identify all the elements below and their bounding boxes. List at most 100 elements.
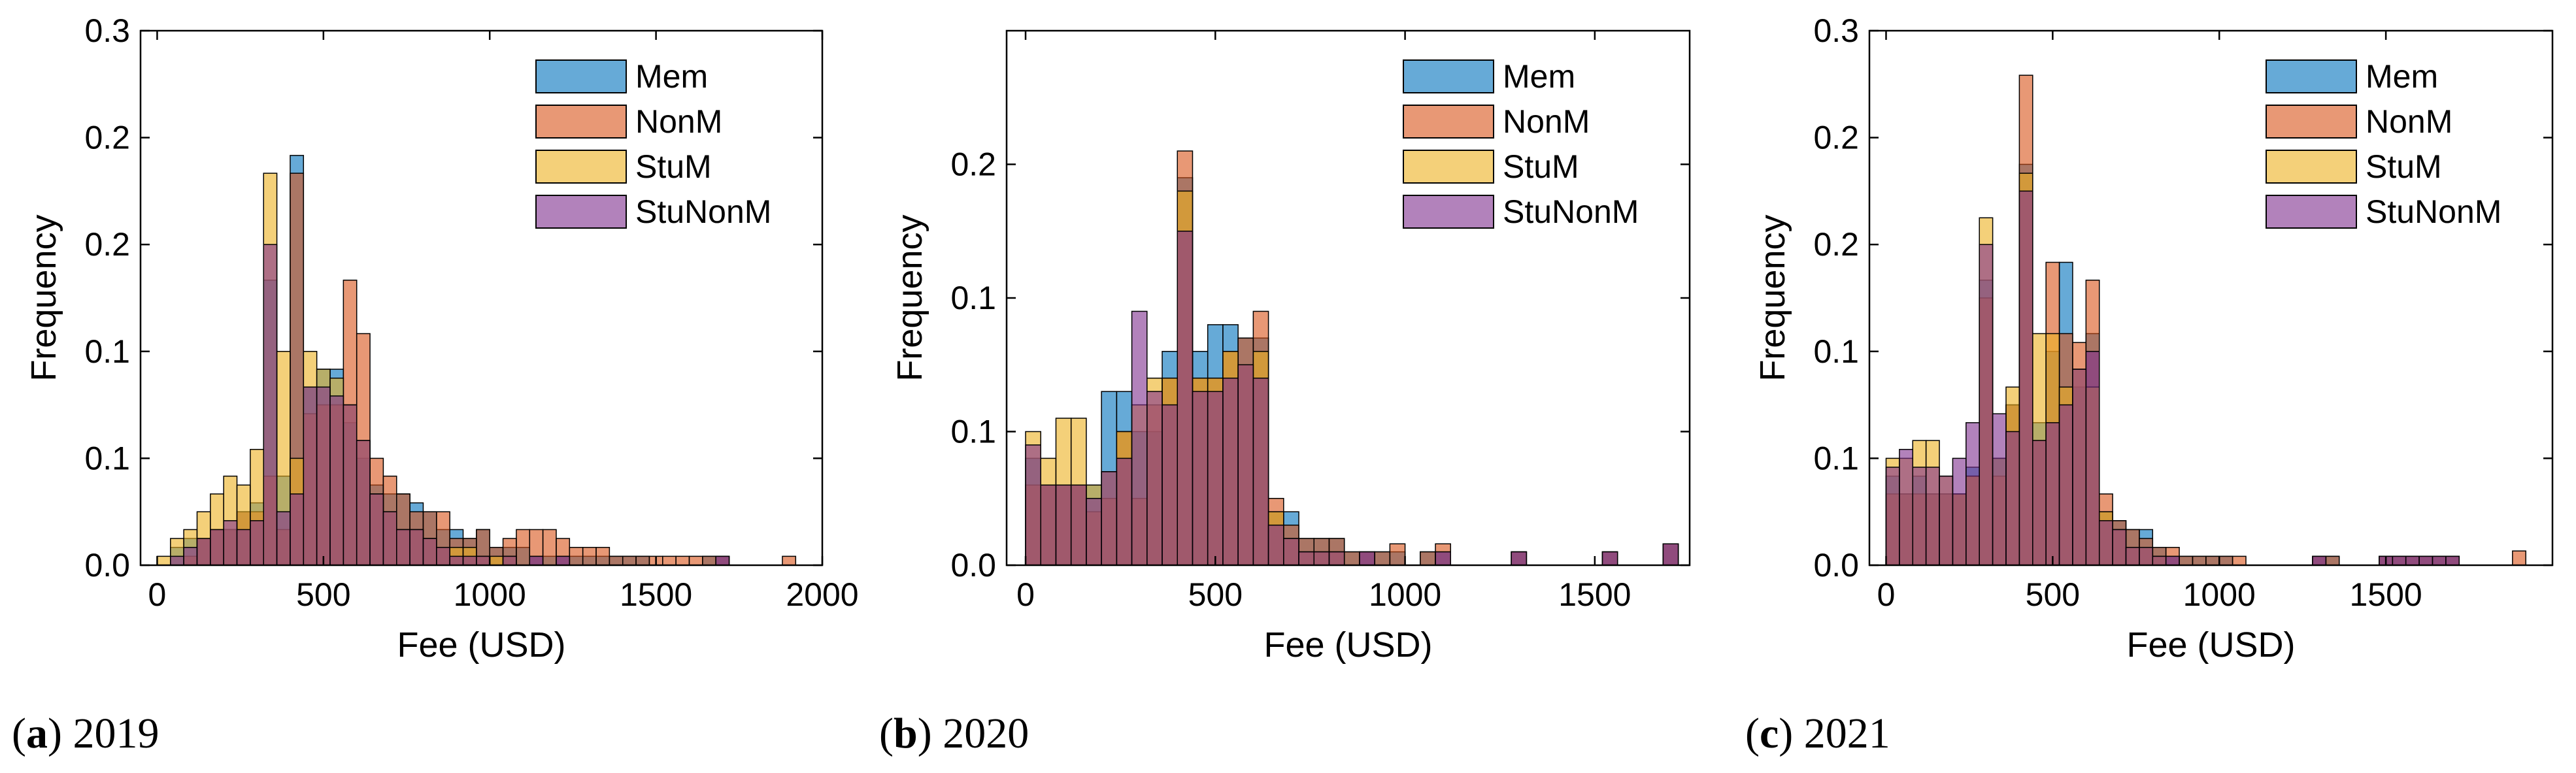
bar-nonm-30 — [582, 546, 597, 566]
legend-label-stum: StuM — [635, 148, 712, 185]
bar-stunonm-15 — [1252, 377, 1269, 566]
x-tick-label-1: 500 — [296, 576, 350, 613]
legend-label-stum: StuM — [1503, 148, 1579, 185]
bar-nonm-33 — [622, 555, 637, 566]
x-tick-label-2: 1000 — [2183, 576, 2256, 613]
caption-b-label: b — [893, 710, 918, 757]
bar-stunonm-5 — [1101, 471, 1118, 566]
x-tick-label-2: 1000 — [1369, 576, 1441, 613]
x-tick-label-0: 0 — [1016, 576, 1035, 613]
bar-stunonm-7 — [263, 244, 278, 566]
bar-nonm-35 — [2512, 550, 2526, 566]
bar-stunonm-11 — [1192, 391, 1209, 566]
y-tick-label-0: 0.0 — [950, 547, 996, 584]
legend-swatch-stum — [535, 150, 627, 184]
bar-stunonm-4 — [1939, 475, 1954, 566]
bar-stunonm-4 — [223, 520, 238, 566]
legend: Mem NonM StuM StuNonM — [2266, 58, 2501, 230]
x-axis-label: Fee (USD) — [397, 625, 565, 665]
legend-swatch-mem — [2266, 59, 2357, 93]
bar-stunonm-14 — [356, 440, 371, 566]
bar-stunonm-16 — [382, 511, 397, 566]
bar-stunonm-9 — [1162, 404, 1179, 566]
bar-nonm-36 — [662, 555, 677, 566]
legend-label-mem: Mem — [1503, 58, 1575, 95]
bar-stunonm-21 — [1359, 551, 1375, 566]
y-tick-label-5: 0.3 — [1813, 12, 1859, 49]
legend-swatch-nonm — [535, 105, 627, 139]
chart-panel-b: 0 500 1000 1500 0.0 0.1 0.1 0.2 Fee (USD) Frequen… — [890, 29, 1691, 665]
bar-stunonm-18 — [409, 529, 424, 566]
y-tick-label-3: 0.2 — [950, 146, 996, 183]
bar-stunonm-6 — [1116, 457, 1133, 566]
bars-group — [1885, 74, 2526, 566]
x-tick-label-3: 1500 — [620, 576, 692, 613]
bar-stunonm-0 — [1885, 467, 1900, 566]
bar-stunonm-0 — [1025, 444, 1042, 566]
bar-stunonm-24 — [502, 555, 517, 566]
bar-stunonm-2 — [1055, 484, 1072, 566]
axes-box — [139, 29, 824, 567]
y-tick-label-4: 0.2 — [84, 120, 130, 156]
bar-nonm-37 — [675, 555, 690, 566]
bar-stunonm-23 — [1511, 551, 1528, 566]
bar-stunonm-14 — [1237, 364, 1254, 566]
y-tick-label-3: 0.2 — [84, 226, 130, 263]
y-tick-label-1: 0.1 — [950, 414, 996, 450]
bar-stunonm-12 — [329, 395, 344, 566]
legend: Mem NonM StuM StuNonM — [1403, 58, 1639, 230]
x-tick-label-0: 0 — [1877, 576, 1896, 613]
bar-stunonm-16 — [2098, 520, 2113, 566]
y-axis-label: Frequency — [1753, 214, 1792, 381]
bar-stunonm-17 — [1283, 538, 1299, 566]
bar-stunonm-15 — [2085, 351, 2100, 566]
bar-stunonm-1 — [183, 546, 198, 566]
caption-a-text: 2019 — [73, 710, 159, 757]
bar-stunonm-14 — [2072, 369, 2087, 566]
bar-stum-0 — [156, 555, 171, 566]
bar-nonm-22 — [2179, 555, 2194, 566]
bar-nonm-34 — [635, 555, 650, 566]
bar-stunonm-1 — [1899, 449, 1914, 566]
bars-group — [1025, 150, 1679, 566]
bar-stunonm-13 — [1222, 377, 1239, 566]
bar-nonm-25 — [516, 529, 531, 566]
chart-panel-c: 0 500 1000 1500 0.0 0.1 0.1 0.2 0.2 0.3 Fee (USD) F… — [1753, 12, 2554, 665]
caption-c-text: 2021 — [1803, 710, 1890, 757]
bar-stunonm-18 — [1298, 551, 1315, 566]
bar-stunonm-26 — [556, 555, 571, 566]
x-tick-label-0: 0 — [148, 576, 167, 613]
bar-stunonm-23 — [476, 555, 490, 566]
legend-label-stum: StuM — [2366, 148, 2442, 185]
bar-stunonm-2 — [196, 538, 211, 566]
caption-b: (b) 2020 — [879, 710, 1029, 757]
x-tick-label-2: 1000 — [454, 576, 526, 613]
bar-stunonm-20 — [436, 546, 450, 566]
legend-swatch-mem — [1403, 59, 1494, 93]
bar-stunonm-21 — [2165, 555, 2180, 566]
bar-stunonm-8 — [1992, 413, 2007, 566]
bar-stunonm-12 — [2045, 422, 2060, 566]
bar-stunonm-5 — [236, 529, 251, 566]
bar-stunonm-2 — [1912, 467, 1927, 566]
x-tick-label-4: 2000 — [786, 576, 858, 613]
bar-nonm-38 — [688, 555, 703, 566]
bar-stunonm-16 — [1267, 524, 1284, 566]
legend-label-nonm: NonM — [635, 103, 722, 140]
bar-stunonm-3 — [1925, 467, 1940, 566]
bar-stunonm-26 — [2418, 555, 2434, 566]
x-tick-label-3: 1500 — [1558, 576, 1631, 613]
bar-stunonm-22 — [2312, 555, 2327, 566]
bar-stunonm-22 — [1435, 551, 1452, 566]
bar-stunonm-27 — [715, 555, 730, 566]
bar-stunonm-21 — [449, 555, 464, 566]
bar-stunonm-22 — [462, 555, 477, 566]
bar-stunonm-8 — [276, 511, 291, 566]
bar-stunonm-4 — [1086, 498, 1102, 566]
bar-stunonm-25 — [2405, 555, 2420, 566]
y-tick-label-2: 0.1 — [950, 280, 996, 316]
bar-stunonm-7 — [1979, 244, 1994, 566]
y-tick-label-0: 0.0 — [84, 547, 130, 584]
bar-stunonm-28 — [2445, 555, 2460, 566]
